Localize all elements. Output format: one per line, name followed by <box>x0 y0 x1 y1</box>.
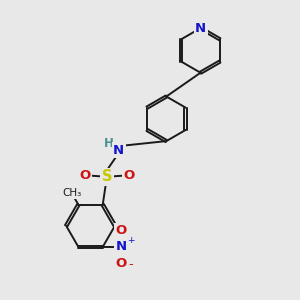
Text: O: O <box>116 257 127 270</box>
Text: H: H <box>104 137 114 150</box>
Text: N: N <box>113 143 124 157</box>
Text: CH₃: CH₃ <box>62 188 81 198</box>
Text: +: + <box>127 236 134 245</box>
Text: N: N <box>116 240 127 254</box>
Text: N: N <box>195 22 206 34</box>
Text: -: - <box>128 258 133 271</box>
Text: O: O <box>79 169 90 182</box>
Text: S: S <box>102 169 112 184</box>
Text: O: O <box>116 224 127 237</box>
Text: O: O <box>124 169 135 182</box>
